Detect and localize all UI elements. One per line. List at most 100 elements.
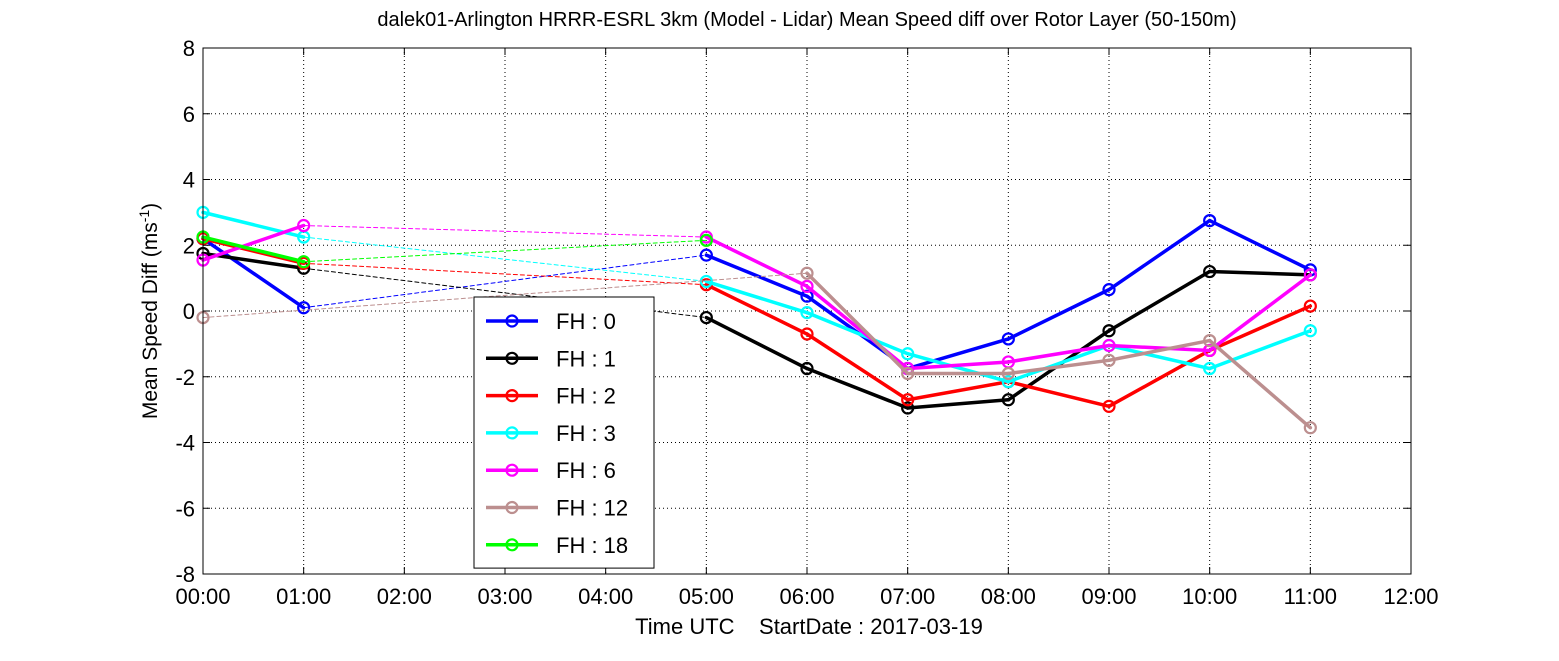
- legend-label: FH : 18: [556, 533, 628, 558]
- series-gap-connector: [202, 272, 808, 319]
- series-4: [196, 218, 1317, 376]
- series-line-segment: [1207, 273, 1313, 353]
- legend-marker-swatch: [505, 314, 519, 328]
- series-line-segment: [805, 332, 910, 402]
- series-line-segment: [1107, 343, 1212, 371]
- data-point-marker: [699, 233, 713, 247]
- legend-label: FH : 12: [556, 496, 628, 521]
- data-point-marker: [800, 289, 814, 303]
- x-tick-label: 08:00: [981, 584, 1036, 609]
- series-line-segment: [905, 379, 1011, 402]
- series-line-segment: [1107, 343, 1212, 353]
- series-2: [196, 232, 1317, 413]
- data-point-marker: [901, 401, 915, 415]
- x-tick-label: 07:00: [880, 584, 935, 609]
- chart-title: dalek01-Arlington HRRR-ESRL 3km (Model -…: [377, 9, 1236, 31]
- series-3: [196, 205, 1317, 389]
- data-point-marker: [297, 255, 311, 269]
- data-point-marker: [1001, 393, 1015, 407]
- series-line-segment: [704, 315, 809, 371]
- legend-item: FH : 12: [486, 496, 628, 521]
- data-point-marker: [1203, 333, 1217, 348]
- x-tick-label: 00:00: [175, 584, 230, 609]
- y-axis-label-unit-superscript: -1: [136, 210, 152, 223]
- series-line-segment: [1207, 328, 1313, 371]
- legend-item: FH : 1: [486, 346, 616, 371]
- data-point-marker: [1102, 353, 1116, 367]
- series-line-segment: [704, 279, 809, 315]
- series-line-segment: [905, 351, 1011, 384]
- series-line-segment: [1006, 287, 1111, 341]
- series-line-segment: [805, 271, 910, 376]
- y-tick-label: 0: [183, 299, 195, 324]
- data-point-marker: [901, 366, 915, 381]
- legend-label: FH : 2: [556, 384, 616, 409]
- series-gap-connector: [303, 254, 707, 309]
- legend-marker-swatch: [505, 351, 519, 365]
- legend-marker-swatch: [505, 463, 519, 477]
- series-line-segment: [201, 223, 306, 262]
- series-layer: [196, 205, 1317, 435]
- data-point-marker: [1203, 264, 1217, 279]
- data-point-marker: [800, 266, 814, 280]
- legend-item: FH : 0: [486, 309, 616, 334]
- series-line-segment: [905, 337, 1011, 371]
- data-point-marker: [297, 218, 311, 233]
- data-point-marker: [800, 327, 814, 341]
- data-point-marker: [1001, 332, 1015, 346]
- data-point-marker: [1303, 268, 1317, 282]
- legend-item: FH : 3: [486, 421, 616, 446]
- legend-marker-swatch: [505, 426, 519, 440]
- data-point-marker: [1203, 361, 1217, 376]
- legend-label: FH : 6: [556, 458, 616, 483]
- series-line-segment: [905, 398, 1011, 410]
- data-point-marker: [800, 361, 814, 376]
- data-point-marker: [901, 347, 915, 361]
- series-line-segment: [1107, 218, 1212, 292]
- axis-ticks: 00:00 01:00 02:00 03:00 04:00 05:00 06:00 07:00…: [175, 36, 1438, 609]
- y-axis-label-main: Mean Speed Diff (ms: [139, 222, 162, 419]
- y-tick-label: -4: [175, 431, 195, 456]
- y-axis-label-end: ): [139, 203, 162, 210]
- x-tick-label: 05:00: [679, 584, 734, 609]
- legend-label: FH : 0: [556, 309, 616, 334]
- series-1: [196, 246, 1317, 415]
- legend: FH : 0 FH : 1 FH : 2 FH : 3 FH : 6 FH : 12 FH …: [473, 296, 655, 569]
- legend-item: FH : 2: [486, 384, 616, 409]
- x-tick-label: 04:00: [578, 584, 633, 609]
- series-line-segment: [1207, 338, 1313, 430]
- legend-marker-swatch: [505, 500, 519, 515]
- series-line-segment: [1107, 348, 1212, 409]
- legend-marker-swatch: [505, 389, 519, 403]
- x-axis-label: Time UTC StartDate : 2017-03-19: [635, 614, 983, 639]
- series-line-segment: [1006, 343, 1111, 364]
- series-line-segment: [1107, 269, 1212, 333]
- data-point-marker: [1001, 375, 1015, 389]
- series-gap-connector: [303, 262, 707, 286]
- data-point-marker: [699, 310, 713, 325]
- data-point-marker: [1303, 421, 1317, 435]
- y-tick-label: 6: [183, 102, 195, 127]
- data-point-marker: [1303, 324, 1317, 338]
- series-line-segment: [704, 282, 809, 336]
- series-line-segment: [201, 235, 306, 264]
- data-point-marker: [1102, 324, 1116, 338]
- data-point-marker: [901, 393, 915, 407]
- series-gap-connector: [303, 225, 707, 238]
- x-tick-label: 06:00: [779, 584, 834, 609]
- series-line-segment: [805, 310, 910, 356]
- x-tick-label: 09:00: [1081, 584, 1136, 609]
- data-point-marker: [1303, 299, 1317, 313]
- data-point-marker: [1203, 343, 1217, 358]
- legend-label: FH : 1: [556, 346, 616, 371]
- x-tick-label: 03:00: [477, 584, 532, 609]
- data-point-marker: [699, 248, 713, 262]
- x-tick-label: 12:00: [1383, 584, 1438, 609]
- series-gap-connector: [303, 236, 707, 282]
- y-tick-label: 2: [183, 233, 195, 258]
- y-tick-label: 8: [183, 36, 195, 61]
- series-line-segment: [1006, 379, 1111, 409]
- series-line-segment: [1006, 358, 1111, 376]
